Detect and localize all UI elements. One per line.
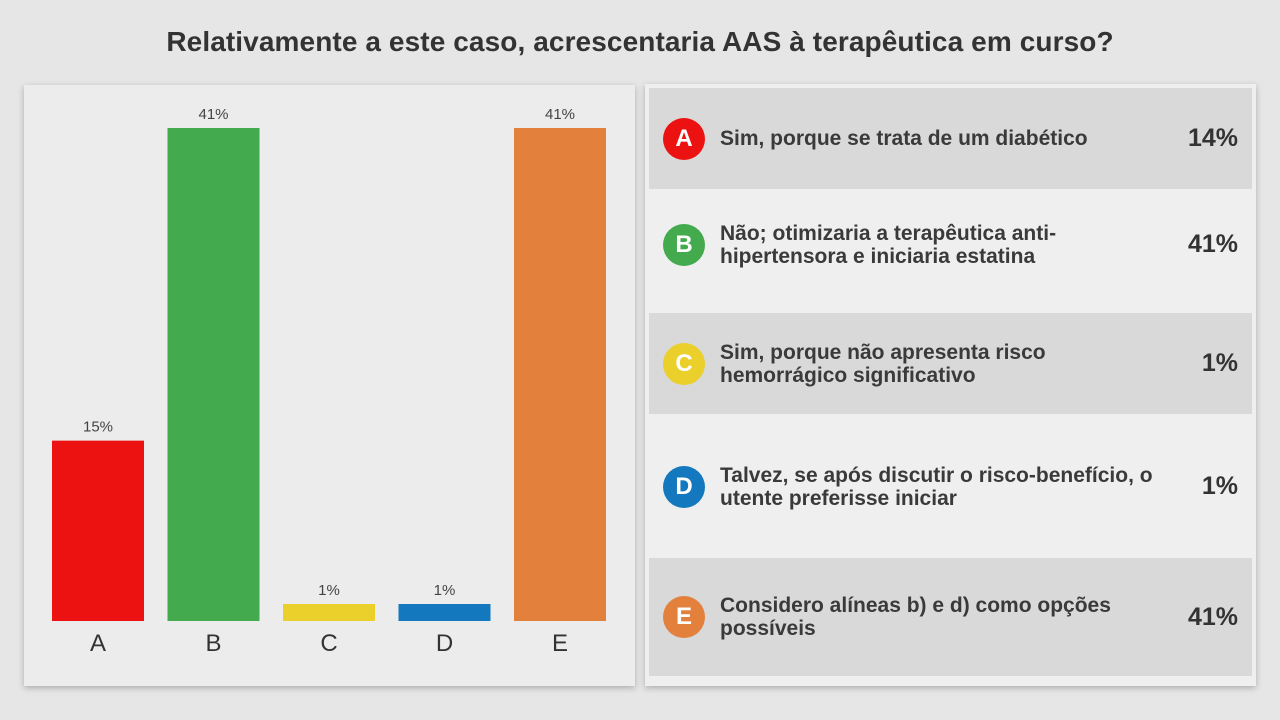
chart-svg: 15% A 41% B 1% C 1% D 41% E: [52, 106, 606, 657]
answer-row-e[interactable]: E Considero alíneas b) e d) como opções …: [649, 558, 1252, 676]
answer-text-d: Talvez, se após discutir o risco-benefíc…: [720, 463, 1153, 510]
category-label-b: B: [205, 630, 221, 657]
bar-value-label-c: 1%: [318, 582, 340, 599]
answer-badge-a: A: [663, 117, 705, 160]
answer-row-d[interactable]: D Talvez, se após discutir o risco-benef…: [649, 436, 1252, 537]
bar-b: [167, 128, 260, 621]
bar-value-label-e: 41%: [545, 106, 575, 123]
bar-value-label-a: 15%: [83, 419, 113, 436]
answer-text-b: Não; otimizaria a terapêutica anti-hiper…: [720, 221, 1057, 268]
category-label-e: E: [552, 630, 568, 657]
bar-d: [398, 604, 491, 621]
category-label-c: C: [320, 630, 337, 657]
answer-row-c[interactable]: C Sim, porque não apresenta risco hemorr…: [649, 313, 1252, 414]
answer-text-e: Considero alíneas b) e d) como opções po…: [720, 594, 1111, 640]
answer-percent-b: 41%: [1187, 230, 1238, 258]
answer-badge-d: D: [663, 465, 705, 508]
question-title: Relativamente a este caso, acrescentaria…: [166, 26, 1114, 57]
bar-e: [514, 128, 606, 621]
answers-panel: A Sim, porque se trata de um diabético 1…: [645, 84, 1256, 686]
results-bar-chart: 15% A 41% B 1% C 1% D 41% E: [24, 85, 635, 686]
answer-percent-c: 1%: [1201, 349, 1238, 377]
bar-value-label-d: 1%: [434, 582, 456, 599]
answer-percent-d: 1%: [1201, 472, 1238, 500]
answer-percent-e: 41%: [1187, 602, 1238, 631]
answer-percent-a: 14%: [1187, 124, 1238, 152]
answer-badge-e: E: [663, 596, 705, 638]
bar-a: [52, 440, 144, 621]
category-label-a: A: [90, 630, 106, 657]
answer-badge-c: C: [663, 342, 705, 385]
bar-c: [283, 604, 375, 621]
answer-badge-b: B: [663, 223, 705, 266]
answer-text-c: Sim, porque não apresenta risco hemorrág…: [720, 340, 1046, 387]
answer-text-a: Sim, porque se trata de um diabético: [720, 127, 1088, 150]
answer-row-a[interactable]: A Sim, porque se trata de um diabético 1…: [649, 88, 1252, 189]
category-label-d: D: [436, 630, 453, 657]
bar-value-label-b: 41%: [198, 106, 228, 123]
answer-row-b[interactable]: B Não; otimizaria a terapêutica anti-hip…: [649, 194, 1252, 295]
